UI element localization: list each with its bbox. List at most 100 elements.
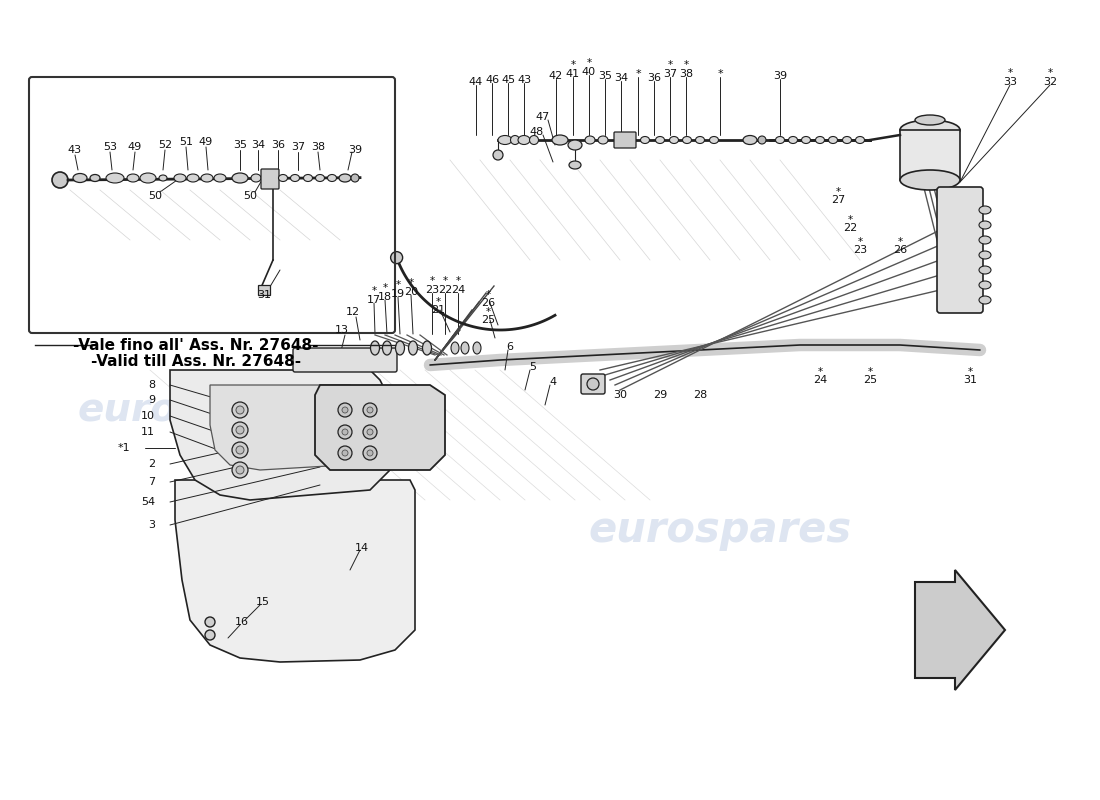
- Ellipse shape: [90, 174, 100, 182]
- Ellipse shape: [979, 251, 991, 259]
- Circle shape: [367, 407, 373, 413]
- Text: 20: 20: [404, 287, 418, 297]
- Text: *: *: [408, 278, 414, 288]
- Circle shape: [342, 407, 348, 413]
- Text: 44: 44: [469, 77, 483, 87]
- Ellipse shape: [187, 174, 199, 182]
- Text: 35: 35: [598, 71, 612, 81]
- FancyBboxPatch shape: [614, 132, 636, 148]
- Ellipse shape: [742, 135, 757, 145]
- Ellipse shape: [815, 137, 825, 143]
- Ellipse shape: [979, 221, 991, 229]
- Text: 49: 49: [199, 137, 213, 147]
- Ellipse shape: [290, 174, 299, 182]
- Text: 25: 25: [481, 315, 495, 325]
- Text: -Vale fino all' Ass. Nr. 27648-: -Vale fino all' Ass. Nr. 27648-: [74, 338, 319, 353]
- Circle shape: [338, 446, 352, 460]
- Text: *: *: [429, 276, 434, 286]
- Ellipse shape: [214, 174, 225, 182]
- Text: *: *: [1008, 68, 1013, 78]
- Circle shape: [367, 450, 373, 456]
- Ellipse shape: [304, 174, 312, 182]
- Ellipse shape: [160, 175, 167, 181]
- Text: 36: 36: [647, 73, 661, 83]
- Ellipse shape: [232, 173, 248, 183]
- Circle shape: [758, 136, 766, 144]
- Polygon shape: [315, 385, 446, 470]
- Ellipse shape: [710, 137, 718, 143]
- Text: 16: 16: [235, 617, 249, 627]
- Text: 10: 10: [141, 411, 155, 421]
- Ellipse shape: [585, 136, 595, 144]
- Text: 8: 8: [147, 380, 155, 390]
- Text: *: *: [717, 69, 723, 79]
- Ellipse shape: [979, 206, 991, 214]
- Ellipse shape: [174, 174, 186, 182]
- Text: 43: 43: [517, 75, 531, 85]
- Text: 22: 22: [843, 223, 857, 233]
- Ellipse shape: [569, 161, 581, 169]
- Ellipse shape: [979, 236, 991, 244]
- Text: *: *: [817, 367, 823, 377]
- Circle shape: [232, 462, 248, 478]
- Text: 28: 28: [693, 390, 707, 400]
- Text: 46: 46: [485, 75, 499, 85]
- Text: *: *: [635, 69, 641, 79]
- Text: 53: 53: [103, 142, 117, 152]
- Text: 24: 24: [813, 375, 827, 385]
- Ellipse shape: [695, 137, 704, 143]
- Text: 9: 9: [147, 395, 155, 405]
- Ellipse shape: [251, 174, 261, 182]
- Ellipse shape: [510, 135, 519, 145]
- Text: 7: 7: [147, 477, 155, 487]
- Text: 23: 23: [425, 285, 439, 295]
- Text: 39: 39: [773, 71, 788, 81]
- Text: *: *: [395, 280, 400, 290]
- Circle shape: [338, 425, 352, 439]
- Text: eurospares: eurospares: [588, 509, 851, 551]
- Text: 36: 36: [271, 140, 285, 150]
- Text: *: *: [898, 237, 903, 247]
- Circle shape: [351, 174, 359, 182]
- Text: 34: 34: [251, 140, 265, 150]
- Circle shape: [236, 406, 244, 414]
- Ellipse shape: [979, 266, 991, 274]
- Text: 27: 27: [830, 195, 845, 205]
- Text: 54: 54: [141, 497, 155, 507]
- Circle shape: [205, 617, 214, 627]
- Polygon shape: [915, 570, 1005, 690]
- Ellipse shape: [682, 137, 692, 143]
- Text: 4: 4: [549, 377, 557, 387]
- FancyBboxPatch shape: [261, 169, 279, 189]
- Text: 47: 47: [536, 112, 550, 122]
- Ellipse shape: [73, 174, 87, 182]
- Text: *: *: [835, 187, 840, 197]
- Circle shape: [493, 150, 503, 160]
- Ellipse shape: [529, 135, 539, 145]
- Text: 42: 42: [549, 71, 563, 81]
- Circle shape: [342, 429, 348, 435]
- Text: 17: 17: [367, 295, 381, 305]
- Ellipse shape: [656, 137, 664, 143]
- Text: 43: 43: [68, 145, 82, 155]
- Text: 23: 23: [852, 245, 867, 255]
- Circle shape: [232, 442, 248, 458]
- Text: *: *: [586, 58, 592, 68]
- Text: 12: 12: [345, 307, 360, 317]
- Ellipse shape: [339, 174, 351, 182]
- Text: 14: 14: [355, 543, 370, 553]
- Text: 31: 31: [257, 290, 271, 300]
- Ellipse shape: [278, 174, 287, 182]
- Ellipse shape: [461, 342, 469, 354]
- Text: 26: 26: [481, 298, 495, 308]
- Text: *: *: [383, 283, 387, 293]
- Text: *: *: [442, 276, 448, 286]
- Ellipse shape: [552, 135, 568, 145]
- Text: *: *: [847, 215, 852, 225]
- Text: 51: 51: [179, 137, 192, 147]
- Text: 19: 19: [390, 289, 405, 299]
- Ellipse shape: [396, 341, 405, 355]
- Ellipse shape: [789, 137, 797, 143]
- Circle shape: [232, 422, 248, 438]
- Text: *: *: [857, 237, 862, 247]
